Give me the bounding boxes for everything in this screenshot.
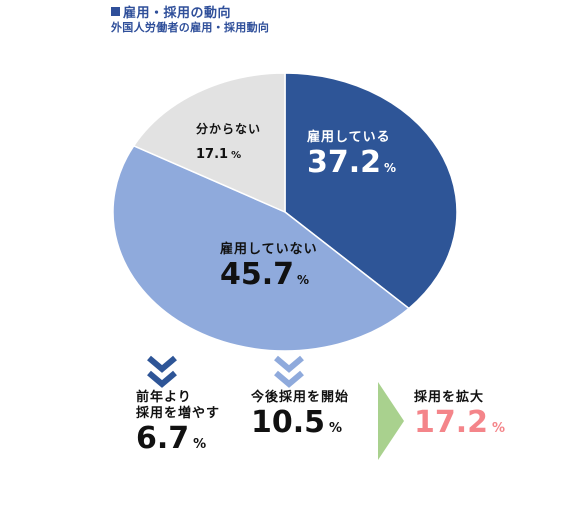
- stat-unit: %: [193, 437, 207, 452]
- slice-unit: %: [231, 150, 242, 161]
- stat-increase-hiring: 前年より 採用を増やす 6.7%: [136, 390, 220, 456]
- slice-name: 分からない: [196, 122, 262, 136]
- slice-unit: %: [384, 161, 397, 175]
- double-chevron-down-icon: [147, 355, 177, 388]
- chevron-right-arrow-icon: [378, 382, 404, 460]
- stat-caption: 採用を増やす: [136, 406, 221, 421]
- double-chevron-down-icon: [274, 355, 304, 388]
- chart-subtitle: 外国人労働者の雇用・採用動向: [111, 21, 270, 34]
- pie-slice-employing: [284, 72, 458, 310]
- page-title: 雇用・採用の動向: [111, 2, 231, 21]
- slice-unit: %: [297, 273, 310, 287]
- slice-label-not-employing: 雇用していない 45.7%: [220, 238, 318, 292]
- stat-unit: %: [329, 421, 343, 436]
- stat-value: 17.2: [414, 405, 489, 440]
- slice-label-unknown: 分からない 17.1%: [196, 120, 261, 162]
- pie-slice-not-employing: [112, 144, 411, 352]
- stat-expand-hiring: 採用を拡大 17.2%: [414, 390, 505, 440]
- stat-caption: 今後採用を開始: [251, 390, 350, 405]
- slice-name: 雇用していない: [220, 242, 318, 257]
- square-bullet-icon: [111, 7, 120, 16]
- stat-value: 10.5: [251, 405, 326, 440]
- pie-slice-unknown: [132, 72, 286, 214]
- slice-value: 37.2: [307, 145, 382, 180]
- stat-unit: %: [492, 421, 506, 436]
- title-text: 雇用・採用の動向: [123, 6, 232, 21]
- slice-name: 雇用している: [307, 130, 391, 145]
- stat-value: 6.7: [136, 421, 190, 456]
- slice-value: 17.1: [196, 147, 229, 162]
- slice-value: 45.7: [220, 257, 295, 292]
- stat-caption: 前年より: [136, 390, 192, 405]
- slice-label-employing: 雇用している 37.2%: [307, 126, 396, 180]
- stat-start-hiring: 今後採用を開始 10.5%: [251, 390, 349, 440]
- stat-caption: 採用を拡大: [414, 390, 485, 405]
